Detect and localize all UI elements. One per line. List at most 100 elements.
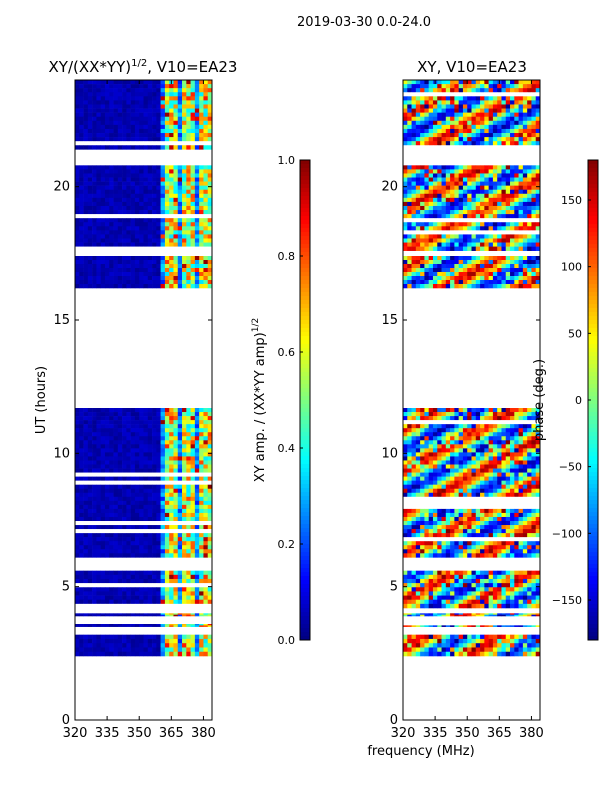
phase-heatmap-cell <box>432 647 438 653</box>
amp-heatmap-cell <box>104 500 110 506</box>
phase-heatmap-cell <box>467 504 472 510</box>
amp-heatmap-cell <box>143 647 149 653</box>
phase-heatmap-cell <box>420 583 425 588</box>
amp-heatmap-cell <box>186 574 191 580</box>
amp-heatmap-cell <box>143 234 149 239</box>
amp-heatmap-cell <box>87 242 93 247</box>
amp-heatmap-cell <box>117 603 123 609</box>
amp-heatmap-cell <box>194 625 200 627</box>
amp-heatmap-cell <box>134 591 140 596</box>
amp-heatmap-cell <box>186 197 191 203</box>
amp-heatmap-cell <box>203 529 209 534</box>
amp-heatmap-cell <box>164 424 170 429</box>
phase-heatmap-cell <box>403 591 408 596</box>
phase-heatmap-cell <box>411 549 417 554</box>
amp-heatmap-cell <box>104 484 110 490</box>
amp-heatmap-cell <box>139 496 144 502</box>
amp-heatmap-cell <box>194 452 200 457</box>
phase-heatmap-cell <box>475 521 481 526</box>
phase-heatmap-cell <box>403 651 408 657</box>
amp-heatmap-cell <box>207 508 213 514</box>
phase-heatmap-cell <box>484 436 489 441</box>
amp-heatmap-cell <box>169 165 174 170</box>
phase-heatmap-cell <box>505 508 511 514</box>
amp-heatmap-cell <box>152 599 157 605</box>
amp-heatmap-cell <box>160 222 166 227</box>
amp-heatmap-cell <box>109 476 114 481</box>
amp-heatmap-cell <box>186 570 191 576</box>
phase-heatmap-cell <box>445 412 451 417</box>
phase-heatmap-cell <box>531 500 537 506</box>
phase-heatmap-cell <box>501 647 507 653</box>
phase-heatmap-cell <box>497 452 502 457</box>
phase-heatmap-cell <box>432 533 438 538</box>
phase-heatmap-cell <box>437 647 442 653</box>
amp-heatmap-cell <box>117 420 123 425</box>
amp-heatmap-cell <box>139 84 144 89</box>
amp-heatmap-cell <box>109 614 114 617</box>
amp-heatmap-cell <box>117 484 123 490</box>
amp-heatmap-cell <box>139 456 144 461</box>
amp-heatmap-cell <box>87 214 93 219</box>
amp-heatmap-cell <box>96 578 101 584</box>
amp-heatmap-cell <box>139 116 144 122</box>
amp-heatmap-cell <box>100 529 106 534</box>
phase-heatmap-cell <box>518 578 524 584</box>
phase-heatmap-cell <box>445 583 451 588</box>
amp-heatmap-cell <box>104 460 110 465</box>
amp-heatmap-cell <box>147 100 153 105</box>
phase-heatmap-cell <box>480 432 485 437</box>
amp-heatmap-cell <box>186 408 191 413</box>
amp-heatmap-cell <box>79 574 84 580</box>
amp-heatmap-cell <box>117 521 123 526</box>
amp-heatmap-cell <box>207 647 213 653</box>
amp-heatmap-cell <box>164 512 170 518</box>
amp-heatmap-cell <box>122 276 127 281</box>
phase-heatmap-cell <box>437 553 442 558</box>
phase-heatmap-cell <box>535 432 541 437</box>
amp-heatmap-cell <box>104 420 110 425</box>
phase-heatmap-cell <box>403 583 408 588</box>
amp-heatmap-cell <box>169 230 174 235</box>
amp-heatmap-cell <box>160 133 166 138</box>
amp-heatmap-cell <box>139 222 144 227</box>
phase-heatmap-cell <box>450 464 455 469</box>
amp-heatmap-cell <box>147 634 153 640</box>
phase-heatmap-cell <box>527 521 532 526</box>
amp-heatmap-cell <box>79 464 84 469</box>
phase-heatmap-cell <box>458 480 464 485</box>
amp-heatmap-cell <box>134 516 140 522</box>
amp-heatmap-cell <box>147 553 153 558</box>
phase-heatmap-cell <box>407 444 412 449</box>
amp-heatmap-cell <box>173 141 179 146</box>
amp-heatmap-cell <box>109 516 114 522</box>
phase-heatmap-cell <box>475 625 481 627</box>
amp-heatmap-cell <box>147 284 153 289</box>
amp-heatmap-cell <box>147 412 153 417</box>
amp-heatmap-cell <box>207 222 213 227</box>
amp-heatmap-cell <box>79 408 84 413</box>
amp-heatmap-cell <box>194 476 200 481</box>
amp-heatmap-cell <box>152 234 157 239</box>
amp-heatmap-cell <box>152 452 157 457</box>
amp-heatmap-cell <box>130 193 136 199</box>
phase-heatmap-cell <box>510 553 515 558</box>
phase-heatmap-cell <box>531 545 537 550</box>
amp-heatmap-cell <box>186 165 191 170</box>
amp-heatmap-cell <box>190 214 196 219</box>
phase-heatmap-cell <box>531 625 537 627</box>
amp-heatmap-cell <box>117 448 123 453</box>
amp-heatmap-cell <box>79 141 84 146</box>
amp-heatmap-cell <box>164 643 170 648</box>
phase-heatmap-cell <box>484 480 489 485</box>
phase-heatmap-cell <box>407 408 412 413</box>
phase-heatmap-cell <box>432 484 438 490</box>
amp-heatmap-cell <box>190 181 196 186</box>
amp-heatmap-cell <box>194 88 200 93</box>
phase-heatmap-cell <box>522 541 528 546</box>
amp-heatmap-cell <box>190 436 196 441</box>
amp-heatmap-cell <box>139 112 144 118</box>
amp-heatmap-cell <box>160 218 166 223</box>
amp-heatmap-cell <box>100 448 106 453</box>
amp-heatmap-cell <box>169 452 174 457</box>
